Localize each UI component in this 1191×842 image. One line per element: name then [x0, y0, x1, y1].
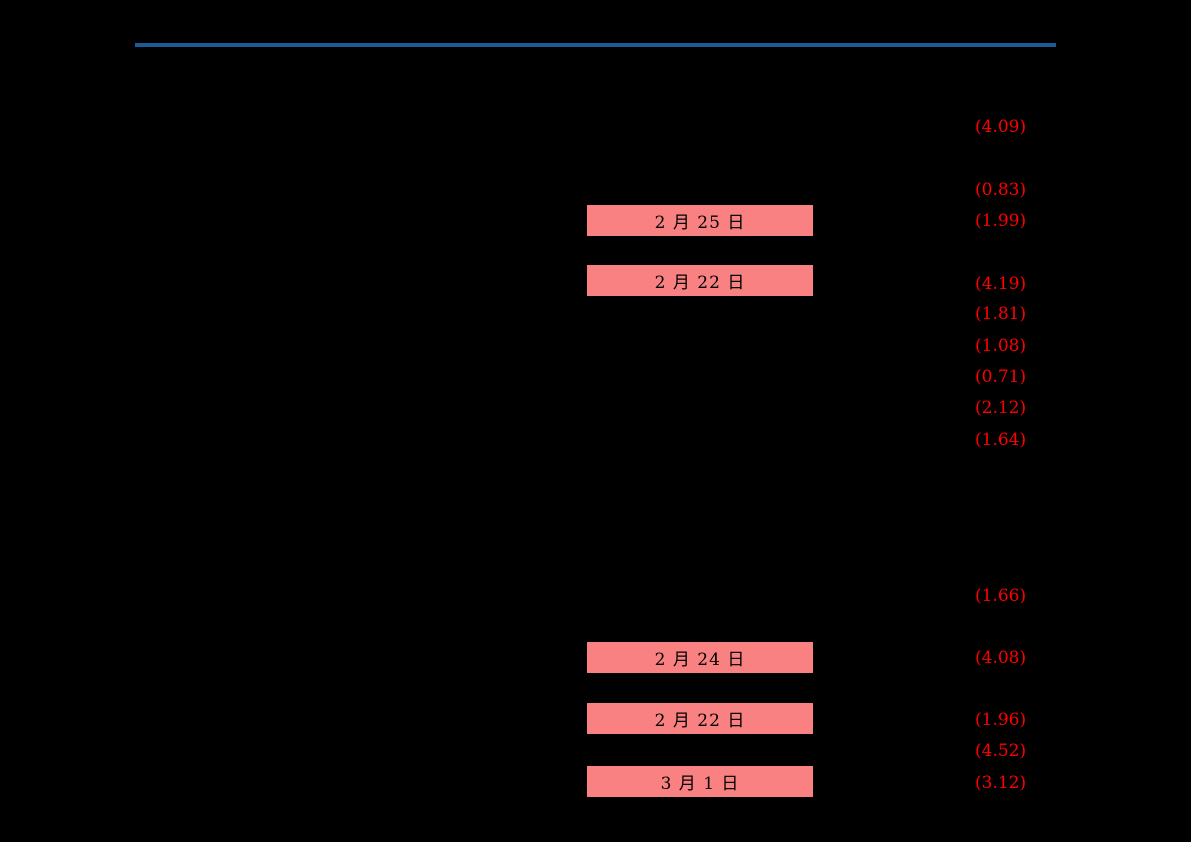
negative-value: (4.19) — [975, 274, 1027, 294]
highlighted-date-cell: 2 月 22 日 — [587, 265, 813, 296]
negative-value: (1.64) — [975, 430, 1027, 450]
highlighted-date-cell: 3 月 1 日 — [587, 766, 813, 797]
highlighted-date-cell: 2 月 24 日 — [587, 642, 813, 673]
negative-value: (0.83) — [975, 180, 1027, 200]
negative-value: (1.08) — [975, 336, 1027, 356]
negative-value: (4.52) — [975, 741, 1027, 761]
negative-value: (1.66) — [975, 586, 1027, 606]
negative-value: (1.96) — [975, 710, 1027, 730]
negative-value: (3.12) — [975, 773, 1027, 793]
negative-value: (1.81) — [975, 304, 1027, 324]
negative-value: (4.08) — [975, 648, 1027, 668]
highlighted-date-cell: 2 月 22 日 — [587, 703, 813, 734]
negative-value: (4.09) — [975, 117, 1027, 137]
negative-value: (0.71) — [975, 367, 1027, 387]
header-rule — [135, 43, 1056, 47]
negative-value: (1.99) — [975, 211, 1027, 231]
highlighted-date-cell: 2 月 25 日 — [587, 205, 813, 236]
negative-value: (2.12) — [975, 398, 1027, 418]
